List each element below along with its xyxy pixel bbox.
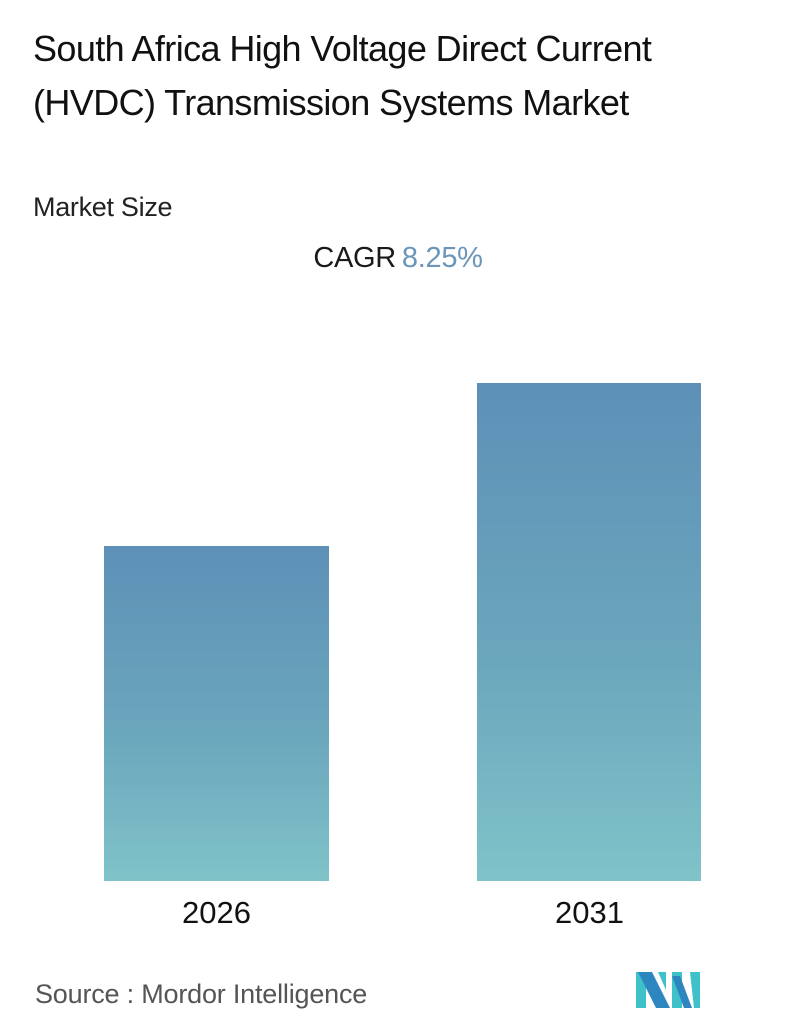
chart-subtitle: Market Size (33, 192, 173, 222)
bar-2026 (104, 546, 329, 881)
chart-title: South Africa High Voltage Direct Current… (33, 28, 652, 123)
x-label-2026: 2026 (182, 895, 251, 930)
cagr-annotation: CAGR 8.25% (0, 242, 796, 275)
source-text: Source : Mordor Intelligence (35, 979, 368, 1009)
mordor-intelligence-logo-icon (636, 972, 700, 1008)
bar-2031 (477, 383, 701, 881)
x-label-2031: 2031 (555, 895, 624, 930)
cagr-label: CAGR (313, 242, 396, 274)
cagr-value: 8.25% (401, 242, 483, 274)
